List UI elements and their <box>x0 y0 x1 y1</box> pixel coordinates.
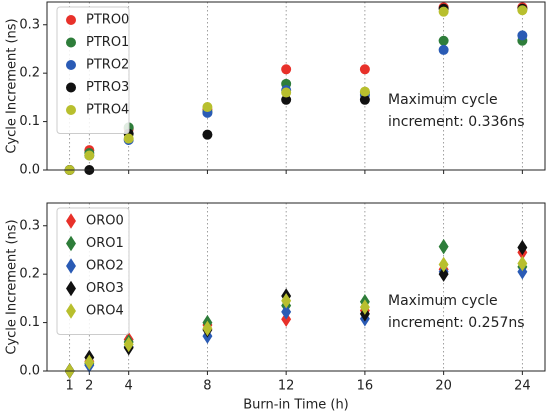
marker <box>281 293 292 309</box>
legend: ORO0 ORO1 ORO2 ORO3 ORO4 <box>56 207 130 335</box>
marker <box>438 44 449 55</box>
axes-frame <box>46 1 546 171</box>
legend-marker <box>66 37 76 48</box>
x-tick-label: 12 <box>278 379 295 394</box>
x-tick-label: 8 <box>203 379 211 394</box>
y-tick-label: 0.3 <box>19 218 40 233</box>
y-tick-label: 0.1 <box>19 315 40 330</box>
x-tick-label: 24 <box>514 379 531 394</box>
legend-label: PTRO4 <box>86 103 129 118</box>
annotation: increment: 0.257ns <box>388 315 525 331</box>
y-tick-label: 0.3 <box>19 17 40 32</box>
x-tick-label: 2 <box>85 379 93 394</box>
marker <box>438 35 449 46</box>
x-tick-label: 4 <box>125 379 133 394</box>
marker <box>202 102 213 113</box>
axes-frame <box>46 202 546 372</box>
y-axis-label: Cycle Increment (ns) <box>5 18 20 153</box>
marker <box>359 94 370 105</box>
legend-marker <box>66 15 76 25</box>
marker <box>281 64 292 75</box>
legend-marker <box>66 105 76 115</box>
marker <box>123 133 134 144</box>
marker <box>84 150 95 161</box>
annotation: Maximum cycle <box>388 92 498 108</box>
marker <box>123 336 134 353</box>
marker <box>359 299 370 315</box>
legend-marker <box>66 303 76 319</box>
marker <box>517 239 528 256</box>
marker <box>281 87 292 98</box>
legend-label: ORO4 <box>86 304 124 319</box>
legend-label: ORO1 <box>86 236 124 251</box>
legend-label: PTRO0 <box>86 13 129 28</box>
legend-label: ORO0 <box>86 214 124 229</box>
y-axis-label: Cycle Increment (ns) <box>5 219 20 354</box>
legend-label: PTRO3 <box>86 80 129 95</box>
marker <box>438 256 449 273</box>
legend-marker <box>66 258 76 274</box>
legend-label: PTRO2 <box>86 58 129 73</box>
x-tick-label: 20 <box>435 379 452 394</box>
marker <box>517 5 528 16</box>
annotation: Maximum cycle <box>388 293 498 309</box>
annotation: increment: 0.336ns <box>388 114 525 130</box>
marker <box>438 6 449 17</box>
y-tick-label: 0.0 <box>19 364 40 379</box>
x-tick-label: 16 <box>357 379 374 394</box>
marker <box>517 255 528 272</box>
marker <box>517 30 528 41</box>
marker <box>202 320 213 337</box>
marker <box>202 129 213 140</box>
marker <box>281 304 292 320</box>
marker <box>359 64 370 75</box>
y-tick-label: 0.2 <box>19 66 40 81</box>
legend-marker <box>66 213 76 229</box>
legend-label: ORO2 <box>86 259 124 274</box>
y-tick-label: 0.0 <box>19 163 40 178</box>
legend-label: ORO3 <box>86 281 124 296</box>
legend-box <box>56 6 130 134</box>
legend-marker <box>66 82 76 93</box>
y-tick-label: 0.2 <box>19 267 40 282</box>
marker <box>438 266 449 282</box>
x-tick-label: 1 <box>65 379 73 394</box>
marker <box>84 354 95 371</box>
marker <box>359 86 370 97</box>
legend-marker <box>66 60 76 70</box>
x-axis-label: Burn-in Time (h) <box>243 398 349 412</box>
marker <box>517 264 528 280</box>
legend-label: PTRO1 <box>86 35 129 50</box>
legend-marker <box>66 280 76 297</box>
legend: PTRO0 PTRO1 PTRO2 PTRO3 PTRO4 <box>56 6 130 134</box>
marker <box>438 238 449 255</box>
y-tick-label: 0.1 <box>19 114 40 129</box>
legend-box <box>56 207 130 335</box>
legend-marker <box>66 235 76 252</box>
marker <box>281 94 292 105</box>
